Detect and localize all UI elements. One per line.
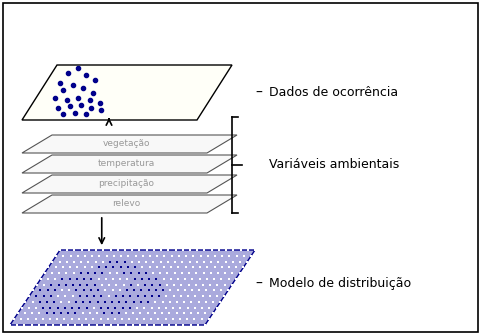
- Text: temperatura: temperatura: [97, 159, 154, 169]
- Text: –: –: [254, 277, 261, 291]
- Polygon shape: [22, 175, 237, 193]
- Polygon shape: [22, 65, 231, 120]
- Text: vegetação: vegetação: [102, 139, 149, 148]
- Polygon shape: [22, 135, 237, 153]
- Text: relevo: relevo: [112, 200, 140, 208]
- Text: –: –: [254, 85, 261, 99]
- Text: Dados de ocorrência: Dados de ocorrência: [268, 86, 397, 99]
- Text: Modelo de distribuição: Modelo de distribuição: [268, 277, 410, 290]
- Polygon shape: [10, 250, 254, 325]
- Text: Variáveis ambientais: Variáveis ambientais: [268, 158, 398, 172]
- Polygon shape: [22, 155, 237, 173]
- Text: precipitação: precipitação: [98, 180, 154, 189]
- Polygon shape: [22, 195, 237, 213]
